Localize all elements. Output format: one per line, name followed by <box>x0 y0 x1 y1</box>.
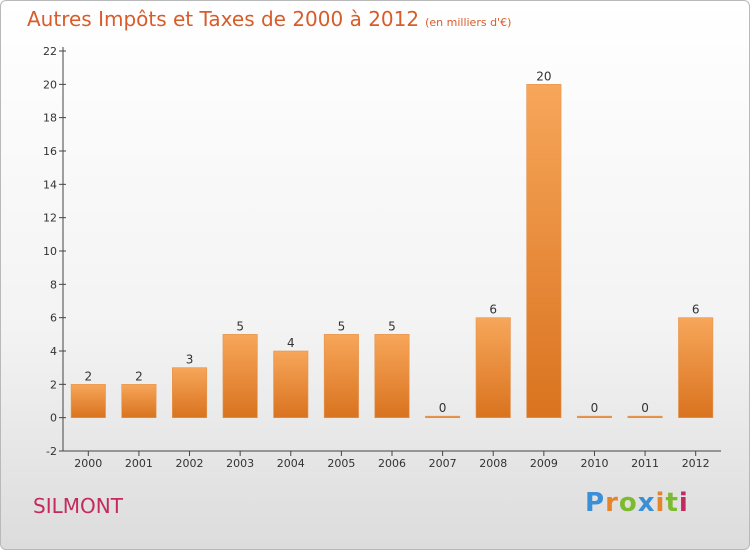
x-tick: 2012 <box>682 451 710 470</box>
y-tick-label: 20 <box>43 78 57 91</box>
logo-letter: P <box>585 488 606 518</box>
x-tick-label: 2001 <box>125 457 153 470</box>
y-tick: 2 <box>50 378 66 391</box>
x-tick-label: 2003 <box>226 457 254 470</box>
y-tick: 12 <box>43 212 66 225</box>
x-tick: 2000 <box>74 451 102 470</box>
bar <box>475 317 511 418</box>
x-tick-label: 2004 <box>277 457 305 470</box>
x-tick-label: 2002 <box>176 457 204 470</box>
logo-letter: x <box>637 488 656 518</box>
logo-letter: o <box>618 488 638 518</box>
x-tick-label: 2011 <box>631 457 659 470</box>
bar <box>374 334 410 418</box>
bar-value-label: 4 <box>287 336 295 350</box>
bar <box>172 367 208 418</box>
bar-value-label: 0 <box>641 401 649 415</box>
y-tick-label: 0 <box>50 412 57 425</box>
logo-letter: i <box>655 488 666 518</box>
x-tick-label: 2005 <box>327 457 355 470</box>
y-tick: 8 <box>50 278 66 291</box>
bar-value-label: 2 <box>135 369 143 383</box>
bar-value-label: 6 <box>692 303 700 317</box>
x-tick-label: 2010 <box>580 457 608 470</box>
bar <box>121 384 157 418</box>
logo-letter: r <box>605 488 619 518</box>
bar <box>678 317 714 418</box>
y-tick-label: -2 <box>46 445 57 458</box>
chart-title: Autres Impôts et Taxes de 2000 à 2012 (en… <box>27 7 511 31</box>
bar <box>526 84 562 418</box>
x-tick: 2004 <box>277 451 305 470</box>
y-tick: 20 <box>43 78 66 91</box>
logo-letter: i <box>678 488 689 518</box>
chart-subtitle: (en milliers d'€) <box>425 16 512 29</box>
x-tick: 2011 <box>631 451 659 470</box>
x-tick-label: 2007 <box>429 457 457 470</box>
bar-value-label: 2 <box>84 369 92 383</box>
x-tick: 2005 <box>327 451 355 470</box>
y-tick-label: 8 <box>50 278 57 291</box>
y-tick: 4 <box>50 345 66 358</box>
x-tick: 2002 <box>176 451 204 470</box>
y-tick-label: 2 <box>50 378 57 391</box>
bar-value-label: 5 <box>388 319 396 333</box>
y-tick-label: 16 <box>43 145 57 158</box>
x-tick: 2001 <box>125 451 153 470</box>
x-tick-label: 2012 <box>682 457 710 470</box>
y-tick-label: 14 <box>43 178 57 191</box>
logo-letter: t <box>665 488 679 518</box>
x-tick: 2003 <box>226 451 254 470</box>
x-tick-label: 2009 <box>530 457 558 470</box>
bars <box>70 84 714 418</box>
y-tick-label: 4 <box>50 345 57 358</box>
y-tick-label: 22 <box>43 45 57 58</box>
bar-value-label: 20 <box>536 69 551 83</box>
y-tick: 22 <box>43 45 66 58</box>
bar-value-label: 5 <box>236 319 244 333</box>
bar-value-label: 0 <box>439 401 447 415</box>
y-tick-label: 18 <box>43 112 57 125</box>
y-tick-label: 6 <box>50 312 57 325</box>
bar <box>70 384 106 418</box>
y-tick: 16 <box>43 145 66 158</box>
y-tick-label: 10 <box>43 245 57 258</box>
y-tick: 0 <box>50 412 66 425</box>
bar-value-label: 6 <box>489 303 497 317</box>
x-tick: 2010 <box>580 451 608 470</box>
town-name: SILMONT <box>33 494 123 518</box>
bar <box>323 334 359 418</box>
x-tick: 2009 <box>530 451 558 470</box>
x-tick-label: 2006 <box>378 457 406 470</box>
bar <box>627 415 663 418</box>
bar <box>425 415 461 418</box>
bar <box>576 415 612 418</box>
x-tick: 2008 <box>479 451 507 470</box>
x-tick: 2007 <box>429 451 457 470</box>
chart-title-text: Autres Impôts et Taxes de 2000 à 2012 <box>27 7 420 31</box>
x-tick-label: 2008 <box>479 457 507 470</box>
x-tick: 2006 <box>378 451 406 470</box>
bar-value-label: 3 <box>186 353 194 367</box>
y-tick: 18 <box>43 112 66 125</box>
y-tick: 6 <box>50 312 66 325</box>
x-tick-label: 2000 <box>74 457 102 470</box>
bar-value-label: 0 <box>591 401 599 415</box>
y-tick: -2 <box>46 445 66 458</box>
y-tick-label: 12 <box>43 212 57 225</box>
y-tick: 14 <box>43 178 66 191</box>
value-labels: 2 2 3 5 4 5 5 0 6 20 0 0 6 <box>84 69 699 415</box>
bar <box>222 334 258 418</box>
bar-value-label: 5 <box>338 319 346 333</box>
bar <box>273 350 309 418</box>
proxiti-logo: Proxiti <box>585 488 689 518</box>
y-tick: 10 <box>43 245 66 258</box>
